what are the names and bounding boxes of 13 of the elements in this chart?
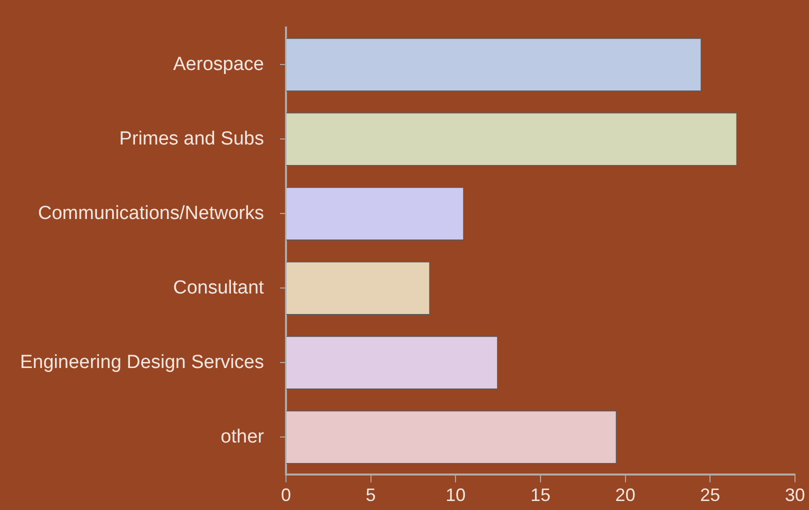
x-tick-label: 15 [530,485,550,506]
x-tick-label: 20 [615,485,636,506]
y-tick-label: Aerospace [173,54,264,75]
x-tick-label: 5 [366,485,376,506]
x-tick-label: 10 [446,485,466,506]
y-tick-label: Consultant [173,277,265,298]
y-tick-label: other [220,426,265,448]
y-tick-label: Communications/Networks [38,202,264,224]
x-tick-label: 30 [784,485,806,506]
y-tick-label: Engineering Design Services [20,352,264,373]
y-tick-label: Primes and Subs [119,128,264,150]
x-tick-label: 0 [280,485,291,506]
x-tick-label: 25 [700,485,720,506]
